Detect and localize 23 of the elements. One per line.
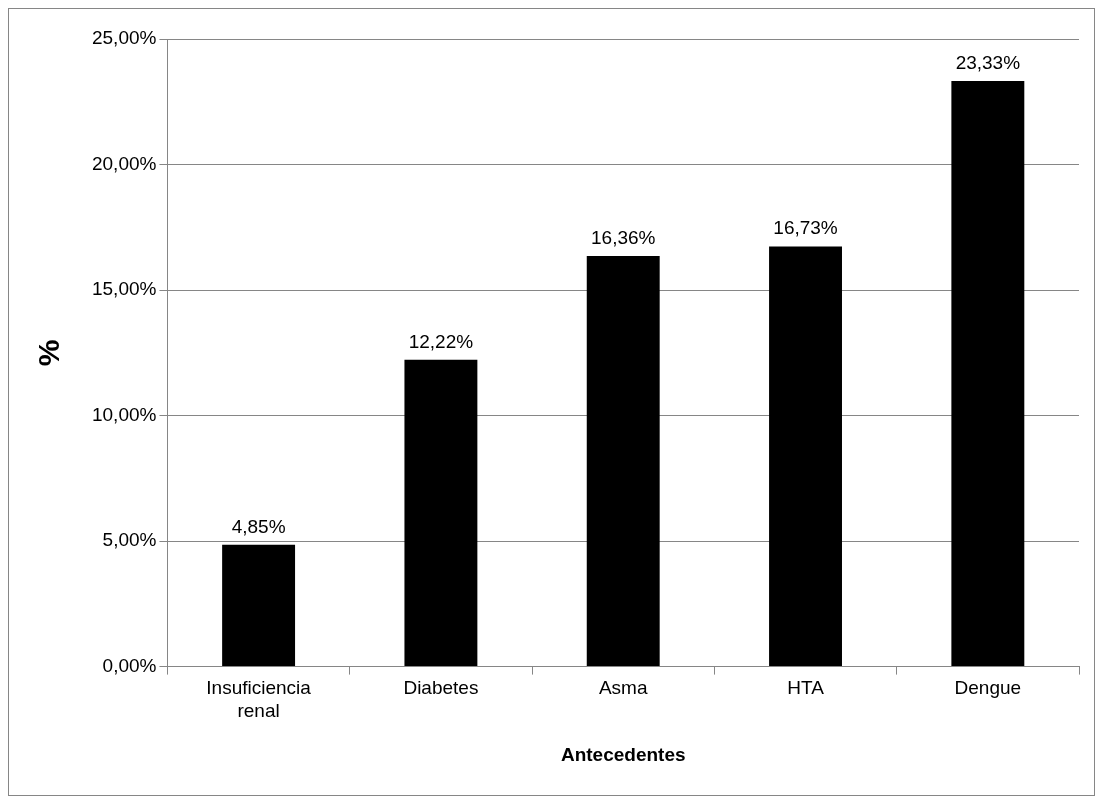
x-tick-label: Diabetes (403, 677, 479, 699)
bar (222, 544, 296, 667)
y-axis-title: % (32, 339, 66, 367)
x-tick-label: Dengue (954, 677, 1022, 699)
data-label: 16,36% (590, 226, 656, 248)
data-label: 23,33% (955, 51, 1021, 73)
y-tick-label: 20,00% (91, 152, 157, 174)
bar (769, 246, 842, 667)
x-tick-label: HTA (787, 677, 825, 699)
y-tick-label: 15,00% (91, 278, 157, 300)
x-tick-label: Insuficiencia renal (206, 677, 312, 722)
y-tick-label: 10,00% (91, 403, 157, 425)
bar (951, 80, 1025, 667)
x-tick-label: Asma (598, 677, 648, 699)
bar (586, 255, 660, 667)
data-label: 16,73% (773, 217, 838, 239)
y-tick-label: 25,00% (91, 27, 157, 49)
bar (404, 359, 478, 667)
y-tick-label: 5,00% (102, 529, 157, 551)
x-axis-title: Antecedentes (560, 743, 686, 765)
y-tick-label: 0,00% (102, 654, 157, 676)
data-label: 4,85% (231, 515, 286, 537)
data-label: 12,22% (408, 330, 474, 352)
